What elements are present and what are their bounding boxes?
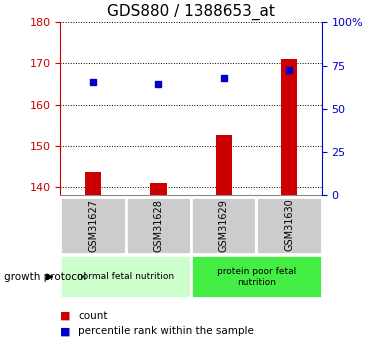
Text: normal fetal nutrition: normal fetal nutrition bbox=[77, 272, 174, 282]
Bar bbox=[150, 183, 167, 195]
Text: GSM31629: GSM31629 bbox=[219, 199, 229, 252]
Bar bbox=[126, 197, 191, 254]
Bar bbox=[60, 197, 126, 254]
Text: protein poor fetal
nutrition: protein poor fetal nutrition bbox=[217, 267, 296, 287]
Text: ■: ■ bbox=[60, 326, 71, 336]
Text: GSM31630: GSM31630 bbox=[284, 199, 294, 252]
Bar bbox=[216, 135, 232, 195]
Bar bbox=[257, 197, 322, 254]
Title: GDS880 / 1388653_at: GDS880 / 1388653_at bbox=[107, 3, 275, 20]
Text: ■: ■ bbox=[60, 311, 71, 321]
Bar bbox=[191, 197, 257, 254]
Bar bbox=[191, 255, 322, 298]
Bar bbox=[85, 172, 101, 195]
Text: percentile rank within the sample: percentile rank within the sample bbox=[78, 326, 254, 336]
Text: growth protocol: growth protocol bbox=[4, 272, 86, 282]
Text: GSM31627: GSM31627 bbox=[88, 199, 98, 252]
Text: GSM31628: GSM31628 bbox=[153, 199, 163, 252]
Bar bbox=[281, 59, 297, 195]
Bar bbox=[60, 255, 191, 298]
Text: count: count bbox=[78, 311, 108, 321]
